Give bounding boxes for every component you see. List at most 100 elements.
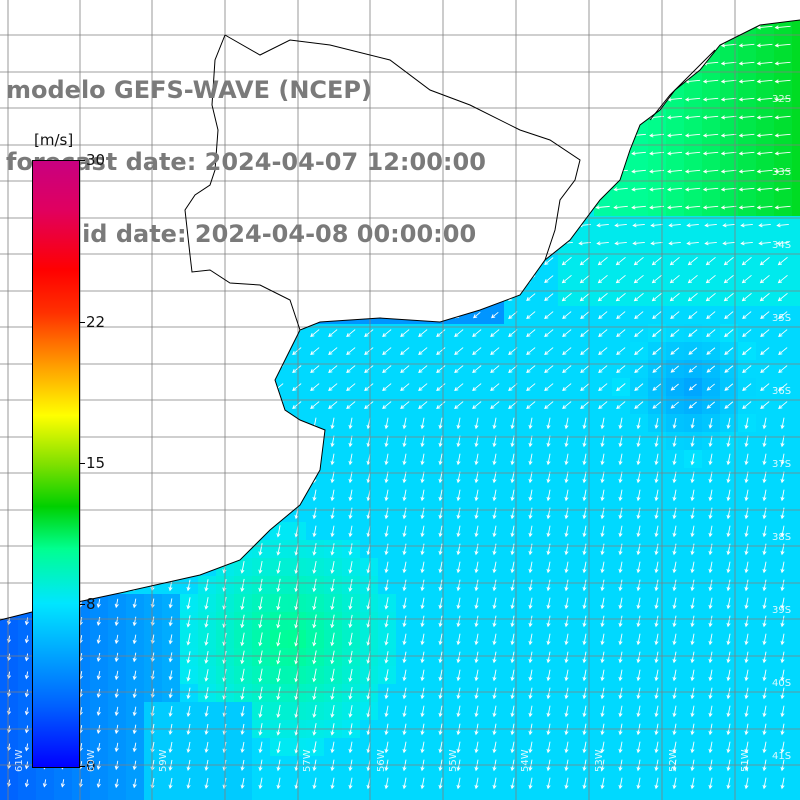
wind-arrow <box>402 687 407 700</box>
wind-arrow <box>202 8 213 11</box>
wind-arrow <box>528 525 533 538</box>
wind-arrow <box>330 471 335 484</box>
wind-arrow <box>744 615 749 628</box>
wind-arrow <box>402 435 407 448</box>
wind-arrow <box>258 578 263 593</box>
wind-arrow <box>348 525 353 538</box>
wind-speed-cell <box>288 792 307 800</box>
wind-arrow <box>258 614 263 629</box>
wind-arrow <box>222 543 227 556</box>
wind-arrow <box>346 383 356 392</box>
wind-arrow <box>774 169 791 174</box>
wind-arrow <box>186 615 191 628</box>
wind-arrow <box>312 489 317 502</box>
wind-speed-cell <box>342 306 361 325</box>
wind-speed-cell <box>684 20 703 37</box>
wind-arrow <box>708 561 713 574</box>
wind-arrow <box>6 579 11 592</box>
wind-arrow <box>562 311 572 320</box>
wind-arrow <box>544 383 554 392</box>
wind-speed-cell <box>180 792 199 800</box>
wind-arrow <box>564 777 569 790</box>
wind-speed-cell <box>90 378 109 397</box>
wind-arrow <box>702 169 719 174</box>
wind-speed-cell <box>306 0 325 19</box>
wind-arrow <box>438 561 443 574</box>
wind-arrow <box>778 365 788 374</box>
wind-speed-cell <box>180 540 199 559</box>
wind-arrow <box>488 223 501 228</box>
wind-arrow <box>634 365 644 373</box>
wind-arrow <box>524 223 537 228</box>
wind-speed-cell <box>252 0 271 19</box>
wind-speed-cell <box>522 144 541 163</box>
wind-arrow <box>778 383 788 392</box>
wind-arrow <box>330 650 335 665</box>
wind-arrow <box>132 525 137 538</box>
wind-arrow <box>132 561 137 574</box>
wind-arrow <box>149 293 157 301</box>
wind-arrow <box>524 25 537 30</box>
wind-arrow <box>618 561 623 574</box>
wind-arrow <box>528 489 533 502</box>
wind-arrow <box>488 97 501 102</box>
wind-arrow <box>474 489 479 502</box>
wind-arrow <box>186 579 191 592</box>
wind-arrow <box>240 453 245 466</box>
wind-arrow <box>438 651 443 664</box>
wind-arrow <box>382 8 393 11</box>
wind-speed-cell <box>144 342 163 361</box>
wind-arrow <box>705 292 716 302</box>
wind-arrow <box>654 597 659 610</box>
wind-speed-cell <box>378 306 397 325</box>
wind-arrow <box>128 25 141 30</box>
wind-arrow <box>438 435 443 448</box>
wind-arrow <box>418 365 428 374</box>
wind-arrow <box>168 688 173 699</box>
wind-speed-cell <box>720 0 739 19</box>
wind-arrow <box>546 615 551 628</box>
wind-arrow <box>654 561 659 574</box>
wind-arrow <box>4 365 14 374</box>
latitude-label: 37S <box>772 459 792 470</box>
wind-arrow <box>774 25 791 30</box>
wind-arrow <box>744 489 749 502</box>
wind-speed-cell <box>792 576 800 595</box>
wind-arrow <box>96 489 101 502</box>
wind-speed-cell <box>648 0 667 19</box>
wind-arrow <box>758 223 771 228</box>
wind-arrow <box>546 741 551 754</box>
wind-arrow <box>580 311 590 320</box>
wind-arrow <box>756 133 773 138</box>
wind-speed-cell <box>522 234 541 253</box>
wind-arrow <box>704 223 717 228</box>
wind-speed-cell <box>792 324 800 343</box>
wind-speed-cell <box>90 540 109 559</box>
wind-arrow <box>222 489 227 502</box>
wind-arrow <box>780 597 785 610</box>
wind-arrow <box>690 453 695 466</box>
wind-arrow <box>636 651 641 664</box>
wind-speed-cell <box>0 594 19 613</box>
wind-arrow <box>275 311 283 319</box>
wind-speed-cell <box>792 540 800 559</box>
wind-speed-cell <box>108 378 127 397</box>
wind-arrow <box>634 311 644 320</box>
wind-arrow <box>256 8 267 11</box>
wind-arrow <box>74 25 87 30</box>
wind-speed-cell <box>126 432 145 451</box>
wind-speed-cell <box>144 414 163 433</box>
wind-arrow <box>690 669 695 682</box>
wind-arrow <box>544 293 554 302</box>
wind-arrow <box>672 561 677 574</box>
wind-arrow <box>780 705 785 718</box>
wind-arrow <box>744 597 749 610</box>
wind-speed-cell <box>792 432 800 451</box>
wind-arrow <box>760 401 770 410</box>
wind-arrow <box>292 347 302 356</box>
wind-arrow <box>312 777 317 790</box>
wind-speed-cell <box>162 0 181 19</box>
wind-arrow <box>258 777 263 790</box>
wind-arrow <box>186 489 191 502</box>
wind-arrow <box>167 311 175 319</box>
